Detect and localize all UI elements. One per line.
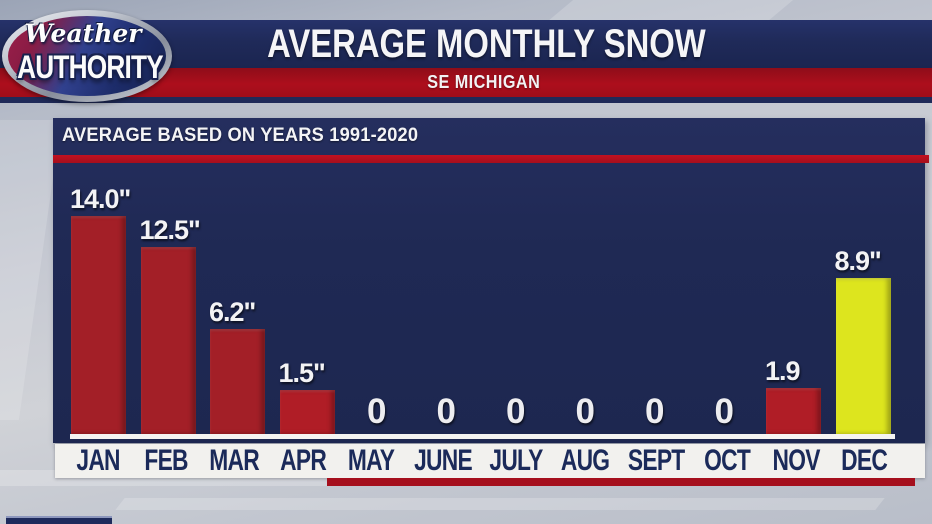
bar-value-label: 14.0" <box>70 184 131 214</box>
bar-value-label: 0 <box>714 392 734 431</box>
bar-column: 0 <box>551 160 621 434</box>
bar-column: 1.5" <box>273 160 343 434</box>
bar <box>210 329 266 434</box>
month-label: MAR <box>209 444 260 477</box>
bar-value-label: 8.9" <box>834 246 882 276</box>
weather-authority-logo: Weather AUTHORITY <box>2 8 178 104</box>
region-subtitle: SE MICHIGAN <box>427 72 541 92</box>
month-label: AUG <box>560 444 610 477</box>
bar-column: 8.9" <box>829 160 899 434</box>
bar-value-label: 1.5" <box>278 358 326 388</box>
bar-value-label: 6.2" <box>209 297 256 327</box>
sky-streak <box>115 498 885 510</box>
bar <box>835 278 891 434</box>
chart-caption: AVERAGE BASED ON YEARS 1991-2020 <box>62 125 419 146</box>
bar-column: 0 <box>620 160 690 434</box>
month-label: APR <box>279 444 327 477</box>
bar-column: 0 <box>481 160 551 434</box>
bar <box>71 216 127 434</box>
header-bottom-strip <box>0 97 932 103</box>
bar-value-label: 0 <box>367 392 387 431</box>
bar-column: 12.5" <box>134 160 204 434</box>
bar-value-label: 0 <box>575 392 595 431</box>
bar-column: 0 <box>690 160 760 434</box>
months-row: JAN FEB MAR APR MAY JUNE JULY AUG SEPT OCT NOV DEC <box>64 444 898 478</box>
month-label: JULY <box>489 444 543 477</box>
bar-value-label: 1.9 <box>765 356 801 386</box>
logo-oval-inner <box>8 16 166 96</box>
logo-text-weather: Weather <box>24 19 142 48</box>
month-label: MAY <box>347 444 395 477</box>
month-label: SEPT <box>628 444 685 477</box>
month-label: FEB <box>144 444 189 477</box>
bars-row: 14.0" 12.5" 6.2" 1.5" 0 0 0 0 0 0 1.9 8.9" <box>64 160 898 434</box>
month-axis-strip: JAN FEB MAR APR MAY JUNE JULY AUG SEPT OCT NOV DEC <box>55 444 925 478</box>
bar-value-label: 12.5" <box>139 215 201 245</box>
red-divider-line <box>53 155 929 163</box>
month-strip-red-underline <box>327 478 915 486</box>
bar-column: 6.2" <box>203 160 273 434</box>
bar <box>766 388 822 434</box>
logo-text-authority: AUTHORITY <box>17 49 163 85</box>
sky-streak <box>546 0 794 22</box>
bar-column: 0 <box>342 160 412 434</box>
month-label: NOV <box>772 444 820 477</box>
bar-value-label: 0 <box>506 392 526 431</box>
bar-value-label: 0 <box>645 392 665 431</box>
month-label: DEC <box>840 444 888 477</box>
logo-oval-rim <box>2 10 172 102</box>
chart-baseline <box>70 434 895 439</box>
bar <box>140 247 196 434</box>
month-label: OCT <box>704 444 752 477</box>
month-label: JUNE <box>414 444 473 477</box>
chart-panel: AVERAGE BASED ON YEARS 1991-2020 14.0" 12… <box>53 118 929 443</box>
lower-third-edge <box>6 516 112 524</box>
bar-value-label: 0 <box>436 392 456 431</box>
bar-column: 0 <box>412 160 482 434</box>
bar <box>279 390 335 434</box>
bar-column: 1.9 <box>759 160 829 434</box>
month-label: JAN <box>76 444 120 477</box>
bar-column: 14.0" <box>64 160 134 434</box>
page-title: AVERAGE MONTHLY SNOW <box>266 21 706 66</box>
sky-streak <box>0 120 62 420</box>
